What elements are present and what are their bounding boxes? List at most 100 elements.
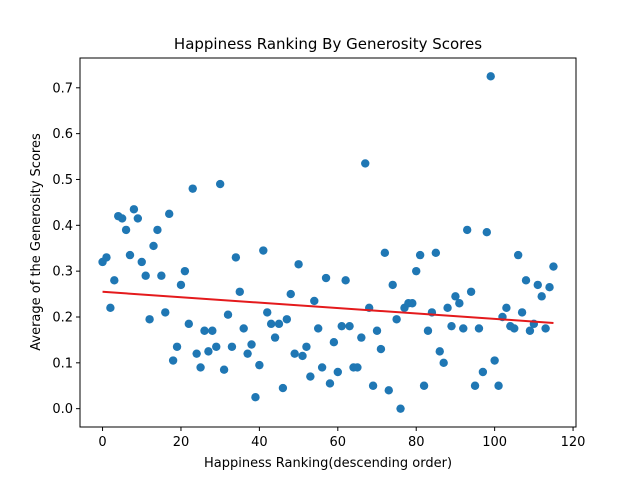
data-point-95 bbox=[470, 381, 480, 390]
data-point-21 bbox=[180, 266, 190, 276]
data-point-48 bbox=[286, 289, 295, 299]
trend-line-layer bbox=[102, 290, 554, 324]
data-point-26 bbox=[200, 326, 209, 335]
data-point-70 bbox=[372, 326, 382, 335]
data-point-61 bbox=[337, 321, 346, 331]
y-axis-ticks: 0.0 0.1 0.2 0.3 0.4 0.5 0.6 0.7 bbox=[52, 81, 80, 417]
data-point-71 bbox=[376, 344, 386, 354]
data-point-66 bbox=[357, 333, 366, 342]
data-point-36 bbox=[239, 324, 248, 333]
data-point-100 bbox=[490, 356, 499, 365]
data-point-112 bbox=[537, 292, 546, 301]
data-point-57 bbox=[321, 273, 331, 283]
y-tick-label-0.4: 0.4 bbox=[52, 219, 73, 234]
data-point-11 bbox=[141, 271, 150, 280]
data-point-76 bbox=[396, 404, 405, 413]
data-point-19 bbox=[172, 342, 182, 351]
data-point-39 bbox=[251, 393, 260, 402]
data-point-38 bbox=[247, 340, 256, 349]
chart-title: Happiness Ranking By Generosity Scores bbox=[174, 35, 482, 53]
data-point-44 bbox=[270, 333, 280, 342]
data-point-27 bbox=[204, 347, 213, 356]
data-point-14 bbox=[153, 225, 162, 235]
data-point-51 bbox=[298, 351, 307, 361]
data-point-94 bbox=[466, 287, 476, 296]
data-point-90 bbox=[451, 292, 460, 301]
data-point-79 bbox=[408, 299, 417, 308]
data-point-15 bbox=[157, 271, 166, 280]
data-point-69 bbox=[368, 381, 378, 390]
data-point-88 bbox=[443, 303, 452, 313]
data-point-17 bbox=[165, 209, 174, 219]
y-axis-label: Average of the Generosity Scores bbox=[29, 133, 44, 351]
data-point-73 bbox=[384, 386, 393, 395]
data-point-53 bbox=[306, 372, 315, 381]
data-point-23 bbox=[188, 184, 197, 193]
data-point-2 bbox=[106, 303, 115, 313]
y-tick-label-0.1: 0.1 bbox=[52, 356, 73, 371]
data-point-7 bbox=[125, 250, 135, 260]
x-tick-label-0: 0 bbox=[98, 435, 106, 450]
data-point-33 bbox=[227, 342, 237, 351]
data-point-99 bbox=[486, 72, 495, 81]
data-point-25 bbox=[196, 363, 205, 372]
data-point-34 bbox=[231, 253, 241, 262]
x-tick-label-60: 60 bbox=[330, 435, 347, 450]
x-axis-ticks: 0 20 40 60 80 100 120 bbox=[98, 427, 585, 450]
data-point-12 bbox=[145, 315, 154, 324]
data-point-60 bbox=[333, 367, 342, 377]
data-point-13 bbox=[149, 241, 158, 251]
data-point-114 bbox=[545, 282, 554, 292]
data-point-40 bbox=[255, 360, 264, 370]
data-point-5 bbox=[117, 214, 127, 223]
data-point-58 bbox=[325, 379, 335, 388]
data-point-93 bbox=[462, 225, 472, 235]
data-point-30 bbox=[215, 179, 225, 189]
data-point-67 bbox=[361, 159, 370, 168]
data-point-82 bbox=[419, 381, 429, 390]
data-point-41 bbox=[259, 246, 268, 255]
data-point-29 bbox=[212, 342, 221, 351]
data-points bbox=[98, 72, 558, 413]
data-point-35 bbox=[235, 287, 244, 296]
y-tick-label-0.5: 0.5 bbox=[52, 173, 73, 188]
x-tick-label-120: 120 bbox=[561, 435, 586, 450]
y-tick-label-0.6: 0.6 bbox=[52, 127, 73, 142]
data-point-56 bbox=[317, 363, 327, 372]
data-point-37 bbox=[243, 349, 252, 358]
data-point-81 bbox=[415, 250, 425, 260]
data-point-96 bbox=[474, 324, 484, 333]
data-point-1 bbox=[102, 253, 111, 262]
x-axis-label: Happiness Ranking(descending order) bbox=[204, 456, 452, 471]
data-point-43 bbox=[266, 319, 276, 329]
data-point-111 bbox=[533, 280, 542, 290]
y-tick-label-0.7: 0.7 bbox=[52, 81, 73, 96]
data-point-8 bbox=[129, 205, 139, 214]
data-point-45 bbox=[274, 319, 284, 329]
data-point-87 bbox=[439, 358, 448, 368]
data-point-72 bbox=[380, 248, 390, 258]
data-point-31 bbox=[219, 365, 229, 374]
data-point-91 bbox=[455, 299, 464, 308]
data-point-83 bbox=[423, 326, 433, 335]
data-point-28 bbox=[208, 326, 217, 335]
data-point-80 bbox=[412, 266, 421, 276]
data-point-106 bbox=[513, 250, 523, 260]
data-point-113 bbox=[541, 324, 550, 333]
data-point-3 bbox=[110, 276, 119, 285]
data-point-18 bbox=[168, 356, 178, 365]
data-point-92 bbox=[459, 324, 468, 333]
x-tick-label-20: 20 bbox=[173, 435, 190, 450]
data-point-62 bbox=[341, 276, 350, 285]
data-point-65 bbox=[353, 363, 362, 372]
data-point-55 bbox=[314, 324, 323, 333]
data-point-74 bbox=[388, 280, 397, 290]
data-point-42 bbox=[263, 308, 272, 317]
y-tick-label-0: 0.0 bbox=[52, 402, 73, 417]
data-point-16 bbox=[161, 308, 170, 317]
data-point-20 bbox=[176, 280, 186, 290]
x-tick-label-40: 40 bbox=[251, 435, 268, 450]
data-point-46 bbox=[278, 383, 288, 393]
data-point-50 bbox=[294, 260, 303, 269]
